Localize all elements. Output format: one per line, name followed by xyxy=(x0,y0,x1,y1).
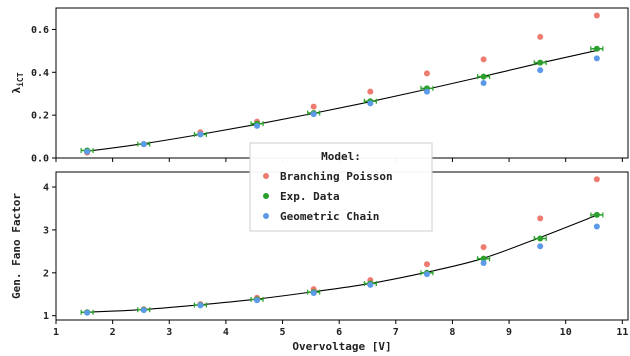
bottom-panel-y-axis-label: Gen. Fano Factor xyxy=(10,193,23,299)
bottom-geometric-chain-point xyxy=(423,271,430,278)
top-branching-poisson-point xyxy=(537,33,544,40)
legend: Model: Branching Poisson Exp. Data Geome… xyxy=(249,142,433,232)
bottom-branching-poisson-point xyxy=(480,244,487,251)
x-tick-label: 6 xyxy=(336,327,342,338)
x-tick-label: 1 xyxy=(53,327,59,338)
top-geometric-chain-point xyxy=(140,141,147,148)
bottom-y-tick-label: 1 xyxy=(43,311,49,322)
bottom-panel-points xyxy=(80,176,604,316)
x-tick-label: 11 xyxy=(616,327,628,338)
legend-label-exp-data: Exp. Data xyxy=(280,190,340,203)
x-tick-label: 9 xyxy=(506,327,512,338)
bottom-branching-poisson-point xyxy=(593,176,600,183)
top-branching-poisson-point xyxy=(593,12,600,19)
x-axis-label: Overvoltage [V] xyxy=(292,340,391,353)
top-geometric-chain-point xyxy=(254,122,261,129)
bottom-y-tick-label: 3 xyxy=(43,225,49,236)
top-y-tick-label: 0.2 xyxy=(31,111,49,122)
top-branching-poisson-point xyxy=(310,103,317,110)
bottom-branching-poisson-point xyxy=(537,215,544,222)
bottom-branching-poisson-point xyxy=(423,261,430,268)
top-exp-data-point xyxy=(537,59,544,66)
bottom-geometric-chain-point xyxy=(84,309,91,316)
top-exp-data-point xyxy=(593,45,600,52)
top-exp-data-point xyxy=(480,73,487,80)
bottom-fit-curve xyxy=(84,213,600,313)
bottom-geometric-chain-point xyxy=(367,281,374,288)
bottom-geometric-chain-point xyxy=(310,289,317,296)
bottom-exp-data-point xyxy=(537,235,544,242)
top-panel-points xyxy=(80,12,604,156)
legend-box xyxy=(249,142,433,232)
top-y-tick-label: 0.4 xyxy=(31,68,49,79)
top-geometric-chain-point xyxy=(84,148,91,155)
legend-title: Model: xyxy=(321,150,361,163)
bottom-panel-ticks: 1 2 3 4 1 2 3 4 5 6 7 8 9 10 11 xyxy=(43,183,628,338)
top-panel-y-axis-label-sub: iCT xyxy=(15,72,25,87)
legend-marker-geometric-chain xyxy=(263,213,269,219)
bottom-exp-data-point xyxy=(480,255,487,262)
legend-label-branching-poisson: Branching Poisson xyxy=(280,170,393,183)
top-geometric-chain-point xyxy=(537,67,544,74)
legend-marker-exp-data xyxy=(263,193,269,199)
top-geometric-chain-point xyxy=(423,88,430,95)
bottom-geometric-chain-point xyxy=(480,259,487,266)
x-tick-label: 5 xyxy=(280,327,286,338)
top-geometric-chain-point xyxy=(197,131,204,138)
bottom-geometric-chain-point xyxy=(254,297,261,304)
top-geometric-chain-point xyxy=(310,111,317,118)
top-panel: 0.0 0.2 0.4 0.6 λiCT xyxy=(10,7,629,165)
top-y-tick-label: 0.0 xyxy=(31,154,49,165)
top-geometric-chain-point xyxy=(480,80,487,86)
top-panel-fit-line xyxy=(84,49,600,153)
bottom-geometric-chain-point xyxy=(197,302,204,309)
top-branching-poisson-point xyxy=(367,88,374,95)
legend-label-geometric-chain: Geometric Chain xyxy=(280,210,379,223)
top-panel-frame xyxy=(55,7,629,159)
bottom-geometric-chain-point xyxy=(593,223,600,230)
top-panel-y-axis-label: λiCT xyxy=(10,72,25,93)
x-tick-label: 7 xyxy=(393,327,399,338)
top-fit-curve xyxy=(84,49,600,153)
bottom-geometric-chain-point xyxy=(537,243,544,250)
bottom-geometric-chain-point xyxy=(140,307,147,314)
legend-marker-branching-poisson xyxy=(263,173,269,179)
top-geometric-chain-point xyxy=(367,100,374,107)
x-tick-label: 2 xyxy=(110,327,116,338)
bottom-exp-data-point xyxy=(593,211,600,218)
bottom-panel: 1 2 3 4 1 2 3 4 5 6 7 8 9 10 11 Gen. Fano Factor Overv… xyxy=(10,171,629,353)
bottom-y-tick-label: 4 xyxy=(43,183,49,194)
x-tick-label: 4 xyxy=(223,327,229,338)
bottom-panel-fit-line xyxy=(84,213,600,313)
top-branching-poisson-point xyxy=(480,56,487,63)
top-y-tick-label: 0.6 xyxy=(31,25,49,36)
bottom-y-tick-label: 2 xyxy=(43,268,49,279)
x-tick-label: 10 xyxy=(560,327,572,338)
top-geometric-chain-point xyxy=(593,55,600,62)
x-tick-label: 8 xyxy=(449,327,455,338)
top-branching-poisson-point xyxy=(423,70,430,77)
top-panel-y-axis-label-main: λ xyxy=(10,87,23,94)
x-tick-label: 3 xyxy=(166,327,172,338)
